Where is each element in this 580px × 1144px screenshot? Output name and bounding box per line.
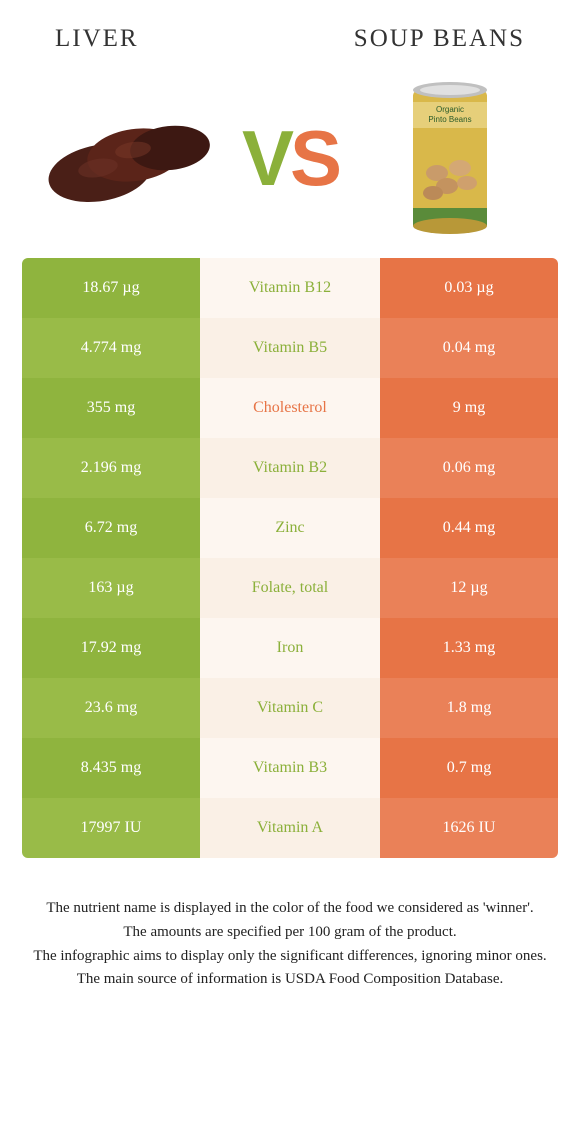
nutrient-right-value: 0.7 mg bbox=[380, 738, 558, 798]
svg-text:Pinto Beans: Pinto Beans bbox=[428, 115, 471, 124]
nutrient-right-value: 1.33 mg bbox=[380, 618, 558, 678]
nutrient-table: 18.67 µgVitamin B120.03 µg4.774 mgVitami… bbox=[22, 258, 558, 858]
table-row: 6.72 mgZinc0.44 mg bbox=[22, 498, 558, 558]
nutrient-label: Zinc bbox=[200, 498, 380, 558]
table-row: 23.6 mgVitamin C1.8 mg bbox=[22, 678, 558, 738]
footnote-line: The nutrient name is displayed in the co… bbox=[30, 898, 550, 920]
nutrient-label: Vitamin A bbox=[200, 798, 380, 858]
nutrient-left-value: 17.92 mg bbox=[22, 618, 200, 678]
svg-text:Organic: Organic bbox=[436, 105, 464, 114]
footnotes: The nutrient name is displayed in the co… bbox=[0, 858, 580, 991]
images-row: VS Organic Pinto Beans bbox=[0, 68, 580, 258]
nutrient-right-value: 0.03 µg bbox=[380, 258, 558, 318]
nutrient-right-value: 0.44 mg bbox=[380, 498, 558, 558]
table-row: 163 µgFolate, total12 µg bbox=[22, 558, 558, 618]
nutrient-right-value: 0.06 mg bbox=[380, 438, 558, 498]
footnote-line: The main source of information is USDA F… bbox=[30, 969, 550, 991]
nutrient-right-value: 12 µg bbox=[380, 558, 558, 618]
table-row: 355 mgCholesterol9 mg bbox=[22, 378, 558, 438]
nutrient-label: Vitamin B12 bbox=[200, 258, 380, 318]
nutrient-left-value: 18.67 µg bbox=[22, 258, 200, 318]
liver-image bbox=[40, 88, 220, 228]
nutrient-label: Vitamin B5 bbox=[200, 318, 380, 378]
table-row: 18.67 µgVitamin B120.03 µg bbox=[22, 258, 558, 318]
title-left: LIVER bbox=[55, 25, 139, 53]
header: LIVER SOUP BEANS bbox=[0, 0, 580, 68]
nutrient-left-value: 17997 IU bbox=[22, 798, 200, 858]
table-row: 2.196 mgVitamin B20.06 mg bbox=[22, 438, 558, 498]
beans-image: Organic Pinto Beans bbox=[360, 88, 540, 228]
nutrient-left-value: 6.72 mg bbox=[22, 498, 200, 558]
footnote-line: The amounts are specified per 100 gram o… bbox=[30, 922, 550, 944]
nutrient-right-value: 1626 IU bbox=[380, 798, 558, 858]
nutrient-right-value: 9 mg bbox=[380, 378, 558, 438]
nutrient-left-value: 4.774 mg bbox=[22, 318, 200, 378]
table-row: 4.774 mgVitamin B50.04 mg bbox=[22, 318, 558, 378]
nutrient-label: Cholesterol bbox=[200, 378, 380, 438]
table-row: 17.92 mgIron1.33 mg bbox=[22, 618, 558, 678]
nutrient-right-value: 1.8 mg bbox=[380, 678, 558, 738]
nutrient-label: Iron bbox=[200, 618, 380, 678]
nutrient-left-value: 8.435 mg bbox=[22, 738, 200, 798]
nutrient-left-value: 163 µg bbox=[22, 558, 200, 618]
title-right: SOUP BEANS bbox=[354, 25, 525, 53]
table-row: 17997 IUVitamin A1626 IU bbox=[22, 798, 558, 858]
vs-s: S bbox=[290, 114, 338, 202]
table-row: 8.435 mgVitamin B30.7 mg bbox=[22, 738, 558, 798]
nutrient-label: Vitamin B2 bbox=[200, 438, 380, 498]
nutrient-label: Vitamin B3 bbox=[200, 738, 380, 798]
nutrient-left-value: 23.6 mg bbox=[22, 678, 200, 738]
nutrient-label: Folate, total bbox=[200, 558, 380, 618]
vs-v: V bbox=[242, 114, 290, 202]
vs-label: VS bbox=[242, 119, 338, 197]
nutrient-left-value: 355 mg bbox=[22, 378, 200, 438]
nutrient-right-value: 0.04 mg bbox=[380, 318, 558, 378]
nutrient-left-value: 2.196 mg bbox=[22, 438, 200, 498]
nutrient-label: Vitamin C bbox=[200, 678, 380, 738]
footnote-line: The infographic aims to display only the… bbox=[30, 946, 550, 968]
